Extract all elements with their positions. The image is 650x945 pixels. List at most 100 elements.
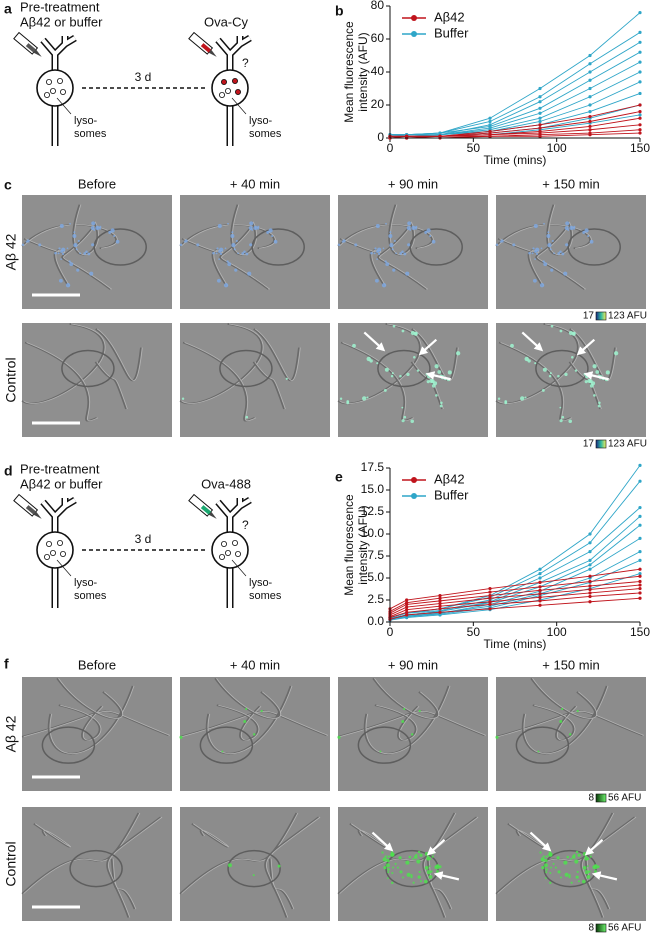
lysosome-label: lyso-: [74, 577, 98, 589]
fluorescent-spot: [584, 380, 588, 384]
point: [588, 86, 592, 91]
lysosome-label: lyso-: [249, 577, 273, 589]
fluorescent-spot: [402, 876, 404, 879]
fluorescent-spot: [394, 862, 397, 865]
fluorescent-spot: [586, 875, 591, 879]
lysosome: [57, 78, 64, 85]
neurite: [363, 685, 450, 755]
row-label: Aβ 42: [3, 715, 19, 752]
neurite: [252, 361, 285, 410]
lysosome: [224, 550, 231, 557]
fluorescent-spot: [426, 870, 431, 875]
legend-marker: [411, 15, 417, 21]
point: [588, 124, 592, 129]
fluorescent-spot: [385, 262, 390, 267]
point: [638, 60, 642, 64]
fluorescent-spot: [428, 865, 431, 867]
fluorescent-spot: [545, 855, 548, 858]
fluorescent-spot: [524, 356, 529, 362]
lysosome: [50, 88, 57, 95]
fluorescent-spot: [545, 877, 547, 880]
fluorescent-spot: [243, 719, 247, 723]
lysosome-label: lyso-: [74, 115, 98, 127]
legend-marker: [411, 477, 417, 483]
point: [588, 563, 592, 567]
fluorescent-spot: [25, 241, 28, 243]
point: [405, 598, 409, 602]
fluorescent-spot: [401, 250, 404, 254]
fluorescent-spot: [252, 874, 255, 877]
fluorescent-spot: [374, 247, 377, 250]
micrograph: [337, 195, 488, 309]
fluorescent-spot: [376, 258, 379, 261]
fluorescent-spot: [83, 252, 87, 255]
arrow: [433, 871, 460, 881]
fluorescent-spot: [559, 250, 562, 254]
fluorescent-spot: [497, 397, 501, 400]
colorbar: [595, 439, 607, 449]
fluorescent-spot: [524, 396, 527, 399]
point: [638, 572, 642, 576]
point: [638, 116, 642, 120]
soma: [219, 349, 273, 388]
fluorescent-spot: [68, 260, 71, 263]
fluorescent-spot: [551, 239, 554, 242]
fluorescent-spot: [237, 252, 239, 255]
fluorescent-spot: [592, 364, 597, 369]
fluorescent-spot: [532, 278, 537, 283]
y-tick-label: 20: [371, 97, 385, 111]
fluorescent-spot: [65, 283, 71, 288]
fluorescent-spot: [544, 859, 548, 863]
fluorescent-spot: [390, 851, 394, 854]
fluorescent-spot: [411, 225, 416, 231]
fluorescent-spot: [613, 351, 619, 356]
neurite-edge: [586, 858, 611, 910]
image-background: [22, 323, 172, 437]
fluorescent-spot: [387, 871, 390, 874]
fluorescent-spot: [591, 381, 596, 386]
legend-marker: [411, 493, 417, 499]
fluorescent-spot: [552, 862, 555, 865]
fluorescent-spot: [597, 404, 601, 408]
y-tick-label: 0.0: [367, 614, 384, 628]
fluorescent-spot: [341, 241, 344, 243]
fluorescent-spot: [95, 225, 100, 231]
neurite-edge: [254, 328, 301, 381]
fluorescent-spot: [389, 231, 392, 234]
fluorescent-spot: [382, 247, 385, 250]
arrow: [521, 331, 544, 352]
neurite-edge: [181, 323, 264, 404]
legend-label: Aβ42: [434, 471, 465, 486]
micrograph: [495, 323, 646, 437]
image-background: [22, 677, 172, 791]
panel-letter: b: [335, 3, 344, 19]
x-tick-label: 0: [387, 625, 394, 639]
fluorescent-spot: [277, 864, 281, 868]
fluorescent-spot: [392, 268, 396, 272]
fluorescent-spot: [587, 857, 590, 861]
fluorescent-spot: [540, 247, 543, 250]
fluorescent-spot: [392, 324, 396, 328]
fluorescent-spot: [563, 271, 568, 276]
probe: Ova-488: [201, 476, 251, 491]
fluorescent-spot: [582, 852, 587, 856]
panel-letter: c: [4, 177, 12, 193]
lysosome: [218, 554, 225, 561]
leader-line: [231, 97, 247, 115]
y-tick-label: 10.0: [361, 526, 385, 540]
neurite-edge: [184, 342, 257, 422]
fluorescent-spot: [528, 251, 531, 255]
image-background: [22, 195, 172, 309]
pipette: [13, 31, 42, 57]
point: [588, 110, 592, 114]
point: [438, 601, 442, 606]
point: [638, 591, 642, 595]
fluorescent-spot: [576, 709, 579, 713]
fluorescent-spot: [570, 881, 573, 884]
fluorescent-spot: [381, 851, 384, 854]
point: [538, 576, 542, 580]
fluorescent-spot: [557, 252, 561, 255]
fluorescent-spot: [373, 252, 376, 255]
lysosome: [220, 79, 227, 86]
